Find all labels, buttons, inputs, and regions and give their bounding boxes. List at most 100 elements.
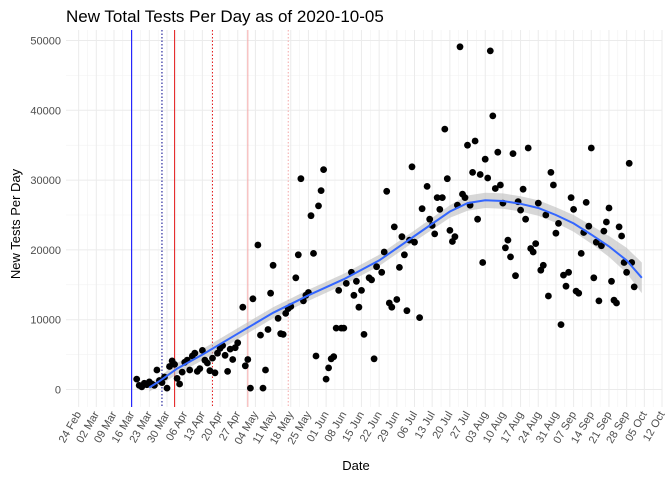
data-point	[517, 206, 524, 214]
data-point	[567, 194, 575, 202]
data-point	[433, 194, 441, 202]
data-point	[264, 326, 272, 333]
data-point	[206, 367, 214, 375]
data-point	[630, 283, 638, 291]
data-point	[461, 194, 469, 202]
data-point	[176, 380, 184, 388]
data-point	[401, 251, 408, 259]
data-point	[577, 250, 585, 257]
data-point	[431, 230, 439, 238]
data-point	[598, 242, 605, 250]
y-tick-label: 30000	[30, 175, 61, 187]
data-point	[408, 163, 416, 171]
data-point	[368, 276, 375, 284]
data-point	[423, 183, 431, 190]
data-point	[312, 352, 320, 360]
data-point	[534, 199, 542, 207]
data-point	[587, 144, 595, 152]
data-point	[539, 261, 547, 269]
data-point	[605, 204, 613, 212]
data-point	[552, 229, 560, 237]
data-point	[474, 215, 481, 223]
data-point	[274, 314, 282, 322]
y-tick-label: 40000	[30, 105, 61, 117]
data-point	[209, 354, 216, 362]
data-point	[595, 297, 603, 305]
smooth-trend	[148, 199, 643, 389]
data-point	[398, 233, 406, 241]
data-point	[582, 199, 590, 206]
data-point	[178, 368, 186, 376]
data-point	[443, 175, 451, 183]
data-point	[350, 291, 358, 299]
y-tick-label: 50000	[30, 35, 61, 47]
data-point	[522, 215, 529, 223]
y-axis-ticks: 0 10000 20000 30000 40000 50000	[30, 35, 61, 396]
data-point	[557, 321, 565, 328]
data-points	[133, 43, 638, 392]
data-point	[456, 43, 464, 51]
data-point	[479, 259, 487, 266]
data-point	[600, 227, 608, 235]
y-tick-label: 20000	[30, 245, 61, 257]
data-point	[486, 47, 494, 55]
data-point	[396, 264, 403, 271]
data-point	[315, 202, 322, 210]
chart-title: New Total Tests Per Day as of 2020-10-05	[66, 7, 384, 26]
data-point	[221, 351, 229, 359]
data-point	[547, 169, 555, 176]
data-point	[133, 375, 141, 383]
data-point	[171, 361, 179, 368]
data-point	[229, 356, 237, 363]
data-point	[623, 268, 630, 276]
data-point	[529, 248, 537, 256]
data-point	[310, 250, 317, 257]
data-point	[378, 268, 386, 276]
data-point	[254, 241, 262, 249]
data-point	[512, 272, 519, 280]
data-point	[330, 353, 338, 361]
data-point	[292, 274, 300, 282]
data-point	[393, 296, 401, 303]
data-point	[476, 171, 484, 178]
data-point	[191, 349, 199, 357]
data-point	[524, 144, 532, 152]
data-point	[560, 271, 567, 279]
data-point	[297, 175, 305, 183]
data-point	[380, 248, 388, 256]
data-point	[550, 181, 557, 189]
data-point	[234, 339, 242, 347]
data-point	[259, 384, 267, 392]
data-point	[269, 261, 277, 269]
data-point	[196, 365, 204, 372]
data-point	[416, 314, 423, 321]
data-point	[294, 251, 302, 259]
data-point	[504, 236, 512, 244]
data-point	[608, 277, 615, 285]
data-point	[613, 299, 620, 307]
data-point	[403, 307, 411, 315]
data-point	[471, 137, 479, 145]
data-point	[342, 280, 350, 287]
data-point	[186, 366, 194, 374]
data-point	[484, 174, 492, 182]
data-point	[575, 289, 583, 297]
data-point	[204, 359, 211, 367]
y-tick-label: 10000	[30, 315, 61, 327]
data-point	[353, 277, 360, 285]
data-point	[163, 384, 171, 392]
data-point	[542, 211, 550, 219]
data-point	[199, 347, 206, 354]
data-point	[332, 324, 340, 332]
y-axis-title: New Tests Per Day	[8, 168, 23, 279]
data-point	[153, 366, 161, 374]
data-point	[418, 205, 426, 213]
data-point	[355, 303, 363, 311]
data-point	[494, 148, 502, 156]
smooth-trend-line	[148, 199, 643, 389]
data-point	[224, 368, 232, 375]
data-point	[562, 282, 570, 290]
data-point	[358, 287, 365, 294]
data-point	[570, 206, 577, 213]
